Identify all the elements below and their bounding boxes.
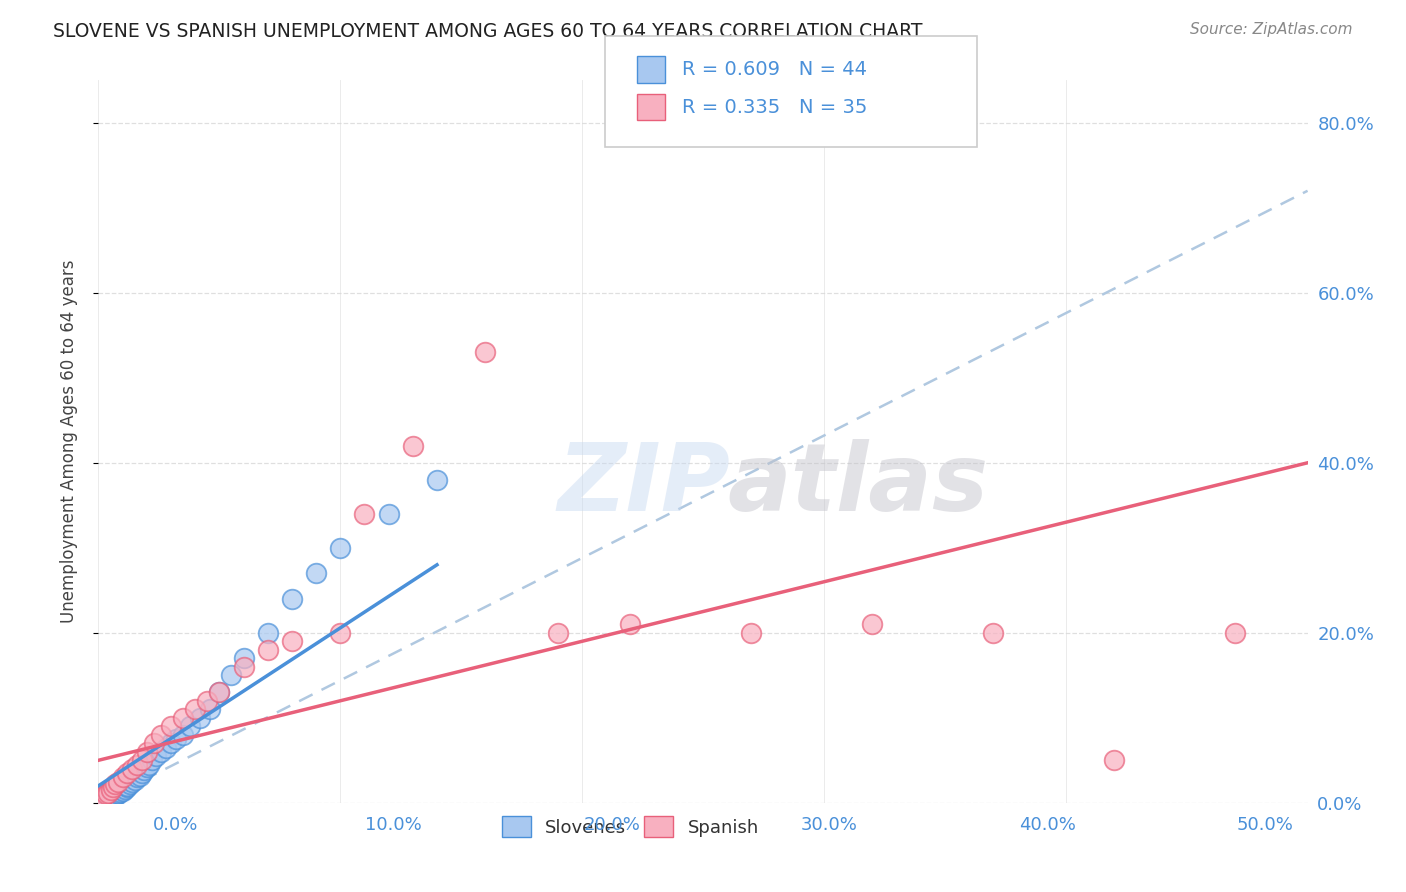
Point <box>198 702 221 716</box>
Point <box>165 732 187 747</box>
Point <box>281 634 304 648</box>
Text: 0.0%: 0.0% <box>153 816 198 834</box>
Point <box>150 745 173 759</box>
Point <box>256 625 278 640</box>
Text: ZIP: ZIP <box>558 439 731 531</box>
Point <box>172 711 194 725</box>
Point <box>474 345 496 359</box>
Point <box>97 792 120 806</box>
Point <box>94 787 117 801</box>
Point <box>547 625 569 640</box>
Point <box>90 791 112 805</box>
Point <box>184 702 207 716</box>
Text: 20.0%: 20.0% <box>583 816 640 834</box>
Point <box>1223 625 1246 640</box>
Point <box>118 777 141 791</box>
Point <box>256 642 278 657</box>
Point <box>117 779 139 793</box>
Point <box>426 473 449 487</box>
Point <box>188 711 211 725</box>
Text: SLOVENE VS SPANISH UNEMPLOYMENT AMONG AGES 60 TO 64 YEARS CORRELATION CHART: SLOVENE VS SPANISH UNEMPLOYMENT AMONG AG… <box>53 22 922 41</box>
Point <box>160 736 183 750</box>
Text: atlas: atlas <box>727 439 988 531</box>
Point <box>100 790 122 805</box>
Point <box>97 786 120 800</box>
Point <box>160 719 183 733</box>
Point <box>179 719 201 733</box>
Point <box>101 780 124 795</box>
Point <box>124 772 146 787</box>
Point <box>402 439 425 453</box>
Point <box>232 651 254 665</box>
Point <box>104 777 127 791</box>
Point <box>134 764 156 778</box>
Text: R = 0.609   N = 44: R = 0.609 N = 44 <box>682 60 868 79</box>
Point <box>141 753 163 767</box>
Text: 10.0%: 10.0% <box>366 816 422 834</box>
Point <box>281 591 304 606</box>
Point <box>91 789 114 803</box>
Point <box>1102 753 1125 767</box>
Point <box>195 694 218 708</box>
Point <box>135 760 157 774</box>
Point <box>100 783 122 797</box>
Point <box>117 780 139 795</box>
Point <box>121 774 143 789</box>
Point <box>107 786 129 800</box>
Point <box>329 541 352 555</box>
Point <box>127 770 149 784</box>
Text: 50.0%: 50.0% <box>1237 816 1294 834</box>
Point <box>150 728 173 742</box>
Text: 40.0%: 40.0% <box>1019 816 1076 834</box>
Point <box>740 625 762 640</box>
Point <box>107 787 129 801</box>
Text: 30.0%: 30.0% <box>801 816 858 834</box>
Point <box>377 507 399 521</box>
Point <box>208 685 231 699</box>
Point <box>111 770 134 784</box>
Point <box>108 785 131 799</box>
Point <box>145 749 167 764</box>
Point <box>619 617 641 632</box>
Text: R = 0.335   N = 35: R = 0.335 N = 35 <box>682 97 868 117</box>
Legend: Slovenes, Spanish: Slovenes, Spanish <box>495 809 766 845</box>
Point <box>100 791 122 805</box>
Point <box>107 774 129 789</box>
Point <box>117 766 139 780</box>
Point <box>135 745 157 759</box>
Point <box>101 789 124 804</box>
Point <box>90 794 112 808</box>
Point <box>104 789 127 803</box>
Point <box>127 757 149 772</box>
Point <box>114 782 136 797</box>
Point <box>143 736 166 750</box>
Point <box>208 685 231 699</box>
Point <box>981 625 1004 640</box>
Point <box>94 792 117 806</box>
Point <box>221 668 243 682</box>
Point <box>860 617 883 632</box>
Point <box>232 660 254 674</box>
Point <box>111 783 134 797</box>
Point <box>305 566 328 581</box>
Point <box>91 793 114 807</box>
Text: Source: ZipAtlas.com: Source: ZipAtlas.com <box>1189 22 1353 37</box>
Y-axis label: Unemployment Among Ages 60 to 64 years: Unemployment Among Ages 60 to 64 years <box>59 260 77 624</box>
Point <box>111 784 134 798</box>
Point <box>138 757 160 772</box>
Point <box>131 766 153 780</box>
Point <box>172 728 194 742</box>
Point <box>131 753 153 767</box>
Point <box>121 762 143 776</box>
Point <box>155 740 177 755</box>
Point <box>329 625 352 640</box>
Point <box>128 769 150 783</box>
Point <box>353 507 375 521</box>
